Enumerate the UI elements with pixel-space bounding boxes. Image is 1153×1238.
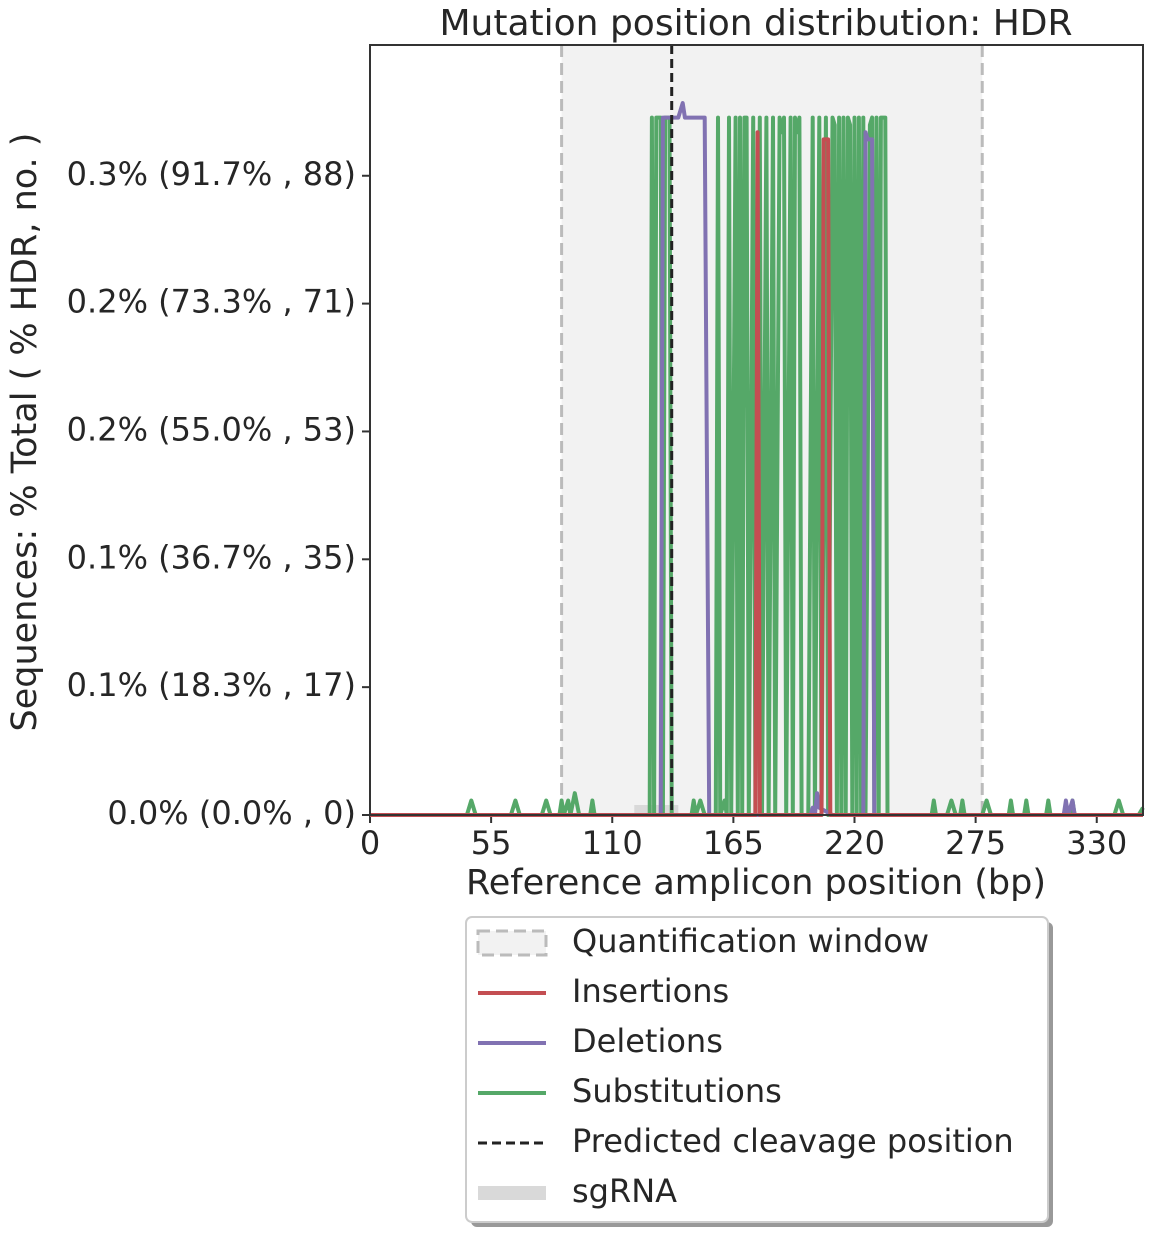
x-tick-label: 0 [360,824,380,862]
series-line [370,101,1143,817]
x-tick-label: 55 [471,824,512,862]
legend-label: Predicted cleavage position [572,1122,1014,1160]
legend [465,916,1049,1223]
legend-label: sgRNA [572,1172,677,1210]
legend-swatch [476,929,548,957]
series-line [370,115,1145,817]
x-tick-label: 275 [945,824,1006,862]
y-tick-label: 0.2% (73.3% , 71) [67,283,356,321]
x-axis-label: Reference amplicon position (bp) [466,863,1046,903]
legend-label: Deletions [572,1022,723,1060]
legend-label: Insertions [572,972,729,1010]
chart-title: Mutation position distribution: HDR [439,3,1072,44]
x-tick-label: 330 [1066,824,1127,862]
y-tick-label: 0.2% (55.0% , 53) [67,410,356,448]
y-tick-label: 0.3% (91.7% , 88) [67,155,356,193]
y-tick-label: 0.0% (0.0% , 0) [107,794,356,832]
x-tick-label: 220 [824,824,885,862]
x-tick-label: 110 [582,824,643,862]
legend-label: Quantification window [572,922,929,960]
plot-frame [369,44,1144,816]
y-axis-label: Sequences: % Total ( % HDR, no. ) [5,133,45,732]
x-tick-label: 165 [703,824,764,862]
legend-label: Substitutions [572,1072,782,1110]
y-tick-label: 0.1% (18.3% , 17) [67,666,356,704]
y-tick-label: 0.1% (36.7% , 35) [67,538,356,576]
series-line [370,130,1143,817]
